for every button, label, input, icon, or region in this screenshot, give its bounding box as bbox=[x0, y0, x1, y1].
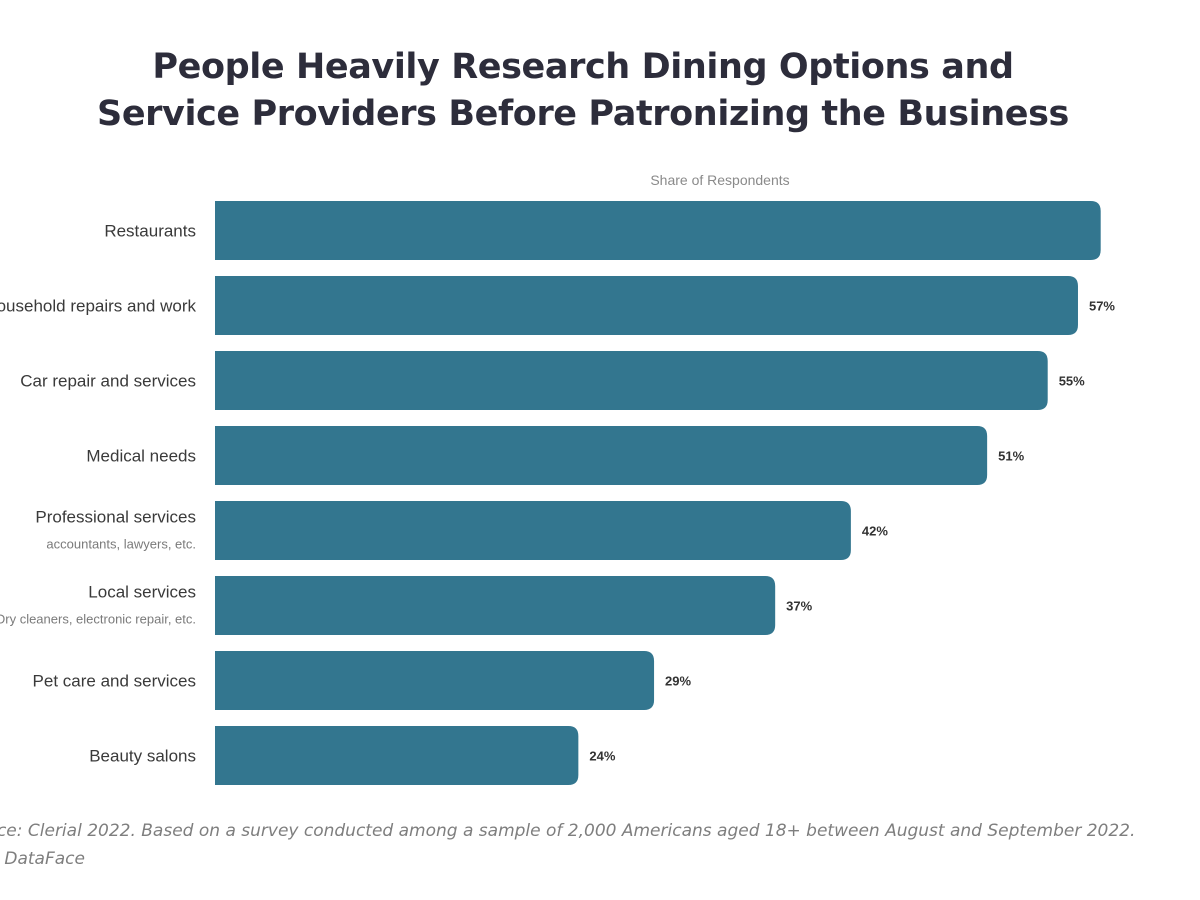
value-label-5: 42% bbox=[862, 524, 888, 539]
category-label-6: Local services bbox=[88, 583, 196, 602]
image-credit: Image: DataFace bbox=[0, 849, 85, 869]
bar-2 bbox=[215, 276, 1078, 335]
category-label-1: Restaurants bbox=[104, 222, 196, 241]
chart-caption: Source: Clerial 2022. Based on a survey … bbox=[0, 817, 1135, 873]
bar-4 bbox=[215, 426, 988, 485]
category-label-5: Professional services bbox=[35, 508, 196, 527]
chart-title-line-1: People Heavily Research Dining Options a… bbox=[152, 47, 1014, 87]
value-label-8: 24% bbox=[589, 749, 615, 764]
value-label-7: 29% bbox=[665, 674, 691, 689]
chart-title: People Heavily Research Dining Options a… bbox=[0, 44, 1166, 138]
chart-title-line-2: Service Providers Before Patronizing the… bbox=[97, 94, 1069, 134]
bar-5 bbox=[215, 501, 851, 560]
category-sublabel-6: Dry cleaners, electronic repair, etc. bbox=[0, 612, 196, 627]
category-sublabel-5: accountants, lawyers, etc. bbox=[46, 537, 196, 552]
source-note: Source: Clerial 2022. Based on a survey … bbox=[0, 821, 1136, 841]
value-label-2: 57% bbox=[1089, 299, 1115, 314]
value-label-3: 55% bbox=[1059, 374, 1085, 389]
category-label-3: Car repair and services bbox=[20, 372, 196, 391]
bar-7 bbox=[215, 651, 655, 710]
category-label-4: Medical needs bbox=[86, 447, 196, 466]
category-label-2: Household repairs and work bbox=[0, 297, 196, 316]
bar-3 bbox=[215, 351, 1048, 410]
value-label-4: 51% bbox=[998, 449, 1024, 464]
bar-6 bbox=[215, 576, 776, 635]
value-label-6: 37% bbox=[786, 599, 812, 614]
category-label-8: Beauty salons bbox=[89, 747, 196, 766]
bar-8 bbox=[215, 726, 579, 785]
category-label-7: Pet care and services bbox=[33, 672, 196, 691]
bar-1 bbox=[215, 201, 1101, 260]
chart-subtitle: Share of Respondents bbox=[650, 172, 790, 188]
